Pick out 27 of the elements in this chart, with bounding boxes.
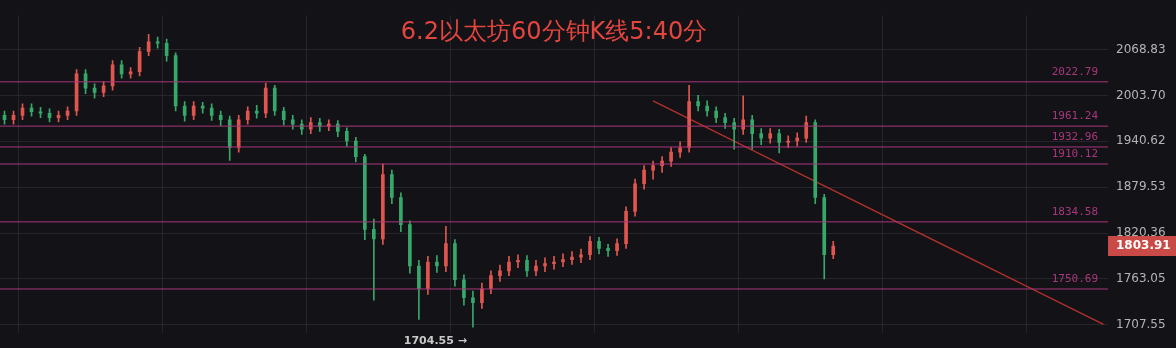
- y-tick-label: 1820.36: [1116, 225, 1166, 240]
- candlestick: [516, 254, 520, 268]
- candlestick: [372, 218, 376, 301]
- y-tick-label: 2003.70: [1116, 87, 1166, 102]
- text: 1803.91: [1116, 238, 1171, 253]
- y-tick-label: 1763.05: [1116, 271, 1166, 286]
- ref-line-label: 2022.79: [1051, 65, 1098, 79]
- ref-line-label: 1932.96: [1051, 130, 1098, 144]
- ref-line-label: 1910.12: [1051, 147, 1098, 161]
- y-tick-label: 1879.53: [1116, 179, 1166, 194]
- candlestick: [543, 257, 547, 272]
- candlestick: [606, 244, 610, 257]
- ref-line-label: 1750.69: [1051, 272, 1098, 286]
- candlestick: [471, 290, 475, 328]
- candlestick: [561, 253, 565, 268]
- text: 1704.55 →: [403, 334, 467, 348]
- candlestick: [570, 251, 574, 265]
- y-tick-label: 1707.55: [1116, 316, 1166, 331]
- candlestick: [552, 256, 556, 270]
- ref-line-label: 1834.58: [1051, 205, 1098, 219]
- y-tick-label: 1940.62: [1116, 133, 1166, 148]
- chart-title: 6.2以太坊60分钟K线5:40分: [400, 17, 708, 46]
- candlestick: [254, 104, 259, 119]
- ref-line-label: 1961.24: [1051, 109, 1099, 123]
- candlestick: [435, 255, 439, 273]
- y-tick-label: 2068.83: [1116, 41, 1166, 56]
- candlestick: [579, 248, 583, 264]
